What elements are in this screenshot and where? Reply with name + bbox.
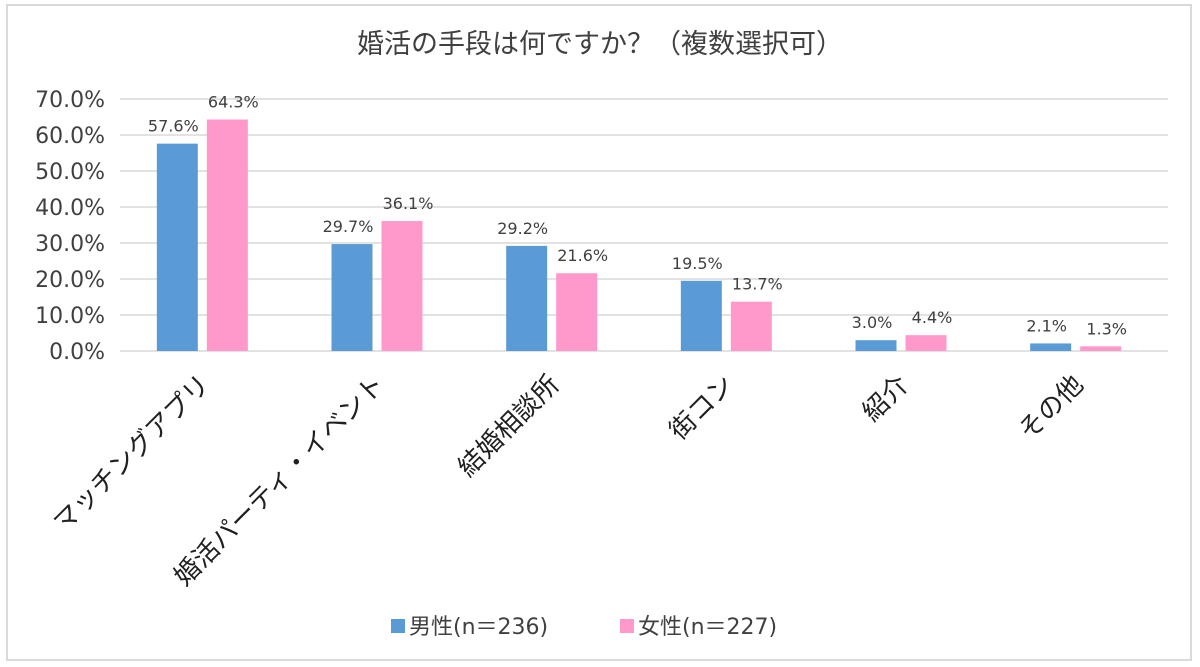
- bar: [680, 280, 722, 351]
- bar: [556, 273, 598, 351]
- x-tick-label: 街コン: [664, 370, 740, 446]
- legend: 男性(n＝236) 女性(n＝227): [391, 615, 777, 640]
- y-tick-label: 0.0%: [49, 340, 105, 365]
- x-tick-label: 紹介: [857, 370, 915, 428]
- chart-frame: [6, 4, 1192, 661]
- legend-label-male: 男性(n＝236): [409, 615, 548, 640]
- bar: [381, 221, 423, 351]
- bar: [1030, 343, 1072, 351]
- legend-swatch-female: [620, 619, 634, 633]
- y-tick-label: 70.0%: [35, 88, 105, 113]
- data-label: 3.0%: [852, 313, 893, 332]
- x-tick-label: 結婚相談所: [452, 370, 565, 483]
- data-label: 29.7%: [323, 217, 374, 236]
- x-tick-label: マッチングアプリ: [48, 370, 216, 538]
- data-label: 29.2%: [497, 219, 548, 238]
- data-label: 1.3%: [1086, 319, 1127, 338]
- data-label: 4.4%: [912, 308, 953, 327]
- data-label: 13.7%: [732, 275, 783, 294]
- y-tick-label: 50.0%: [35, 160, 105, 185]
- bar: [331, 244, 373, 351]
- bar: [1080, 346, 1122, 351]
- bar: [506, 245, 548, 351]
- bars: [156, 119, 1122, 352]
- chart-title: 婚活の手段は何ですか？（複数選択可）: [357, 29, 843, 60]
- bar: [855, 340, 897, 351]
- data-label: 2.1%: [1026, 316, 1067, 335]
- y-tick-label: 20.0%: [35, 268, 105, 293]
- y-tick-label: 10.0%: [35, 304, 105, 329]
- legend-label-female: 女性(n＝227): [638, 615, 777, 640]
- bar: [156, 143, 198, 351]
- data-label: 64.3%: [208, 93, 259, 112]
- data-label: 21.6%: [557, 246, 608, 265]
- data-label: 57.6%: [148, 117, 199, 136]
- data-labels: 57.6% 64.3% 29.7% 36.1% 29.2% 21.6% 19.5% 13.7%…: [148, 93, 1127, 339]
- bar: [730, 301, 772, 351]
- y-tick-label: 40.0%: [35, 196, 105, 221]
- legend-swatch-male: [391, 619, 405, 633]
- y-tick-label: 30.0%: [35, 232, 105, 257]
- gridlines: [120, 98, 1168, 352]
- data-label: 36.1%: [383, 194, 434, 213]
- bar: [905, 335, 947, 351]
- x-tick-label: その他: [1013, 370, 1089, 446]
- data-label: 19.5%: [672, 254, 723, 273]
- bar: [206, 119, 248, 352]
- y-axis-ticks: 0.0% 10.0% 20.0% 30.0% 40.0% 50.0% 60.0% 70.0%: [35, 88, 105, 365]
- y-tick-label: 60.0%: [35, 124, 105, 149]
